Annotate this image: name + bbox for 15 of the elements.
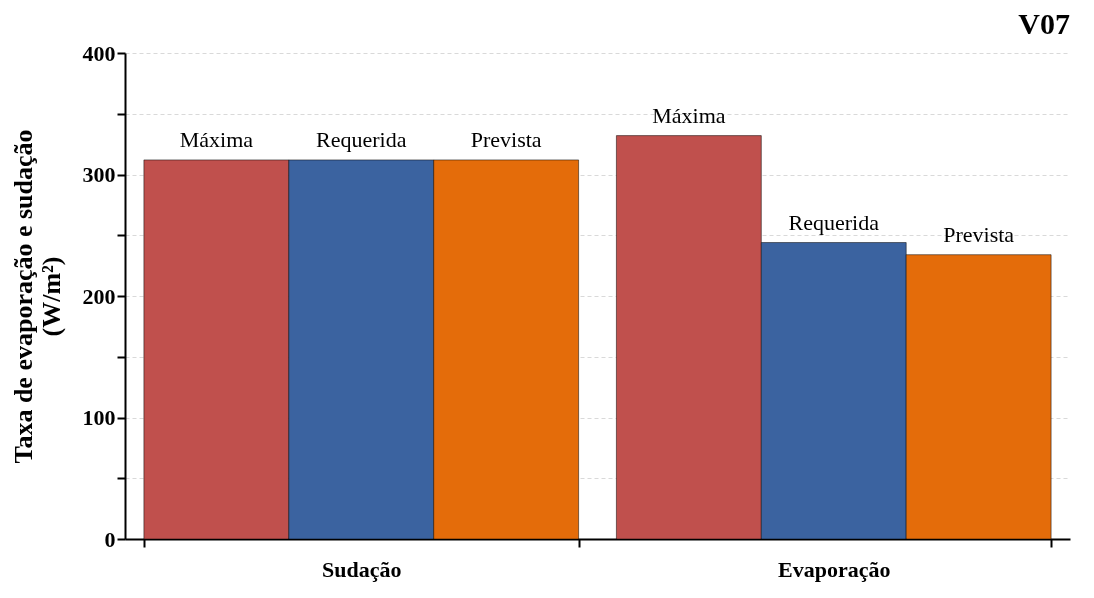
y-axis-title: Taxa de evaporação e sudação (W/m²) — [8, 129, 66, 464]
series-label: Requerida — [316, 126, 407, 152]
series-label: Máxima — [179, 126, 254, 152]
series-label: Prevista — [470, 126, 542, 152]
chart-title: V07 — [1018, 7, 1070, 40]
y-tick-label: 300 — [82, 162, 116, 187]
x-tick-label: Sudação — [322, 556, 402, 582]
text: Máxima — [652, 102, 726, 128]
y-tick-label: 100 — [82, 405, 116, 430]
text: Prevista — [943, 221, 1015, 247]
y-tick-label: 400 — [82, 40, 116, 66]
y-tick-label: 200 — [82, 283, 116, 309]
y-tick-label: 0 — [104, 526, 116, 552]
x-tick-label: Evaporação — [778, 556, 891, 582]
text: Requerida — [788, 209, 879, 235]
